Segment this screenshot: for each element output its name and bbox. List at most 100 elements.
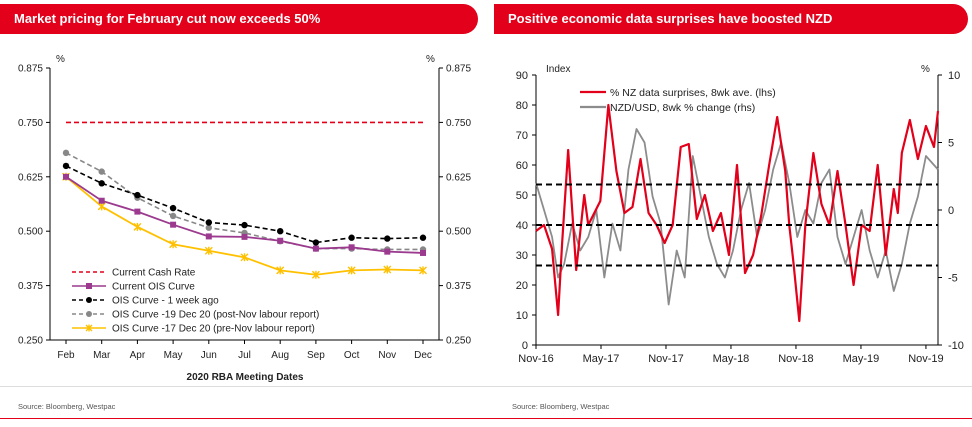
source-note-right: Source: Bloomberg, Westpac xyxy=(512,402,610,411)
x-tick-label: May xyxy=(164,350,183,361)
x-tick-label: Feb xyxy=(57,350,75,361)
x-tick-label: Nov-16 xyxy=(518,353,553,365)
legend-label: Current Cash Rate xyxy=(112,268,196,279)
x-tick-label: Nov xyxy=(378,350,396,361)
series-line-0 xyxy=(535,103,940,323)
data-point xyxy=(169,212,177,220)
data-point xyxy=(98,197,105,204)
data-point xyxy=(312,239,320,246)
x-tick-label: Mar xyxy=(93,350,111,361)
data-point xyxy=(63,173,69,180)
y-tick-label-left: 70 xyxy=(516,130,528,142)
data-point xyxy=(170,221,177,228)
data-point xyxy=(347,266,356,275)
data-point xyxy=(204,246,213,255)
y-tick-label-left: 80 xyxy=(516,100,528,112)
y-tick-label-left: 0.500 xyxy=(18,227,43,238)
chart-left-title: Market pricing for February cut now exce… xyxy=(0,4,478,34)
legend-label: % NZ data surprises, 8wk ave. (lhs) xyxy=(610,87,776,99)
y-tick-label-left: 0.750 xyxy=(18,118,43,129)
data-point xyxy=(62,162,70,170)
data-point xyxy=(312,245,319,252)
data-point xyxy=(98,180,105,187)
x-tick-label: Sep xyxy=(307,350,325,361)
data-point xyxy=(240,253,249,262)
y-tick-label-left: 0.625 xyxy=(18,172,43,183)
x-tick-label: May-19 xyxy=(843,353,880,365)
x-tick-label: May-18 xyxy=(713,353,750,365)
legend-marker xyxy=(86,297,92,303)
data-point xyxy=(419,234,427,241)
x-tick-label: Aug xyxy=(271,350,289,361)
data-point xyxy=(98,168,105,175)
data-point xyxy=(384,235,391,242)
data-point xyxy=(276,266,285,275)
y-tick-label-right: 10 xyxy=(948,70,960,82)
chart-left-plot: 0.250 0.250 0.375 0.375 0.500 0.500 0.625 0.625… xyxy=(18,54,471,383)
data-point xyxy=(419,266,427,275)
data-point xyxy=(205,219,212,226)
legend-label: OIS Curve -19 Dec 20 (post-Nov labour re… xyxy=(112,310,319,321)
legend-label: NZD/USD, 8wk % change (rhs) xyxy=(610,102,755,114)
y-tick-label-left: 30 xyxy=(516,250,528,262)
x-tick-label: Jun xyxy=(201,350,217,361)
data-point xyxy=(384,248,391,255)
data-point xyxy=(241,221,248,229)
data-point xyxy=(205,224,212,231)
y-tick-label-left: 0.250 xyxy=(18,336,43,347)
chart-right-title: Positive economic data surprises have bo… xyxy=(494,4,968,34)
y-tick-label-left: 0 xyxy=(522,340,528,352)
legend-label: OIS Curve -17 Dec 20 (pre-Nov labour rep… xyxy=(112,324,315,335)
data-point xyxy=(383,265,392,274)
legend-marker xyxy=(85,324,93,332)
y-tick-label-left: 40 xyxy=(516,220,528,232)
x-tick-label: May-17 xyxy=(583,353,620,365)
y-tick-label-right: 5 xyxy=(948,138,954,150)
series-line-2 xyxy=(65,165,424,244)
y-tick-label-left: 50 xyxy=(516,190,528,202)
legend-label: OIS Curve - 1 week ago xyxy=(112,296,219,307)
y-tick-label-left: 90 xyxy=(516,70,528,82)
y-tick-label-left: 0.375 xyxy=(18,281,43,292)
y-tick-label-left: 0.875 xyxy=(18,64,43,75)
y-tick-label-right: 0.500 xyxy=(446,227,471,238)
data-point xyxy=(62,149,70,157)
data-point xyxy=(348,234,355,241)
y-tick-label-right: 0 xyxy=(948,205,954,217)
series-line-1 xyxy=(65,176,424,254)
footer-divider xyxy=(0,386,972,387)
x-tick-label: Oct xyxy=(344,350,360,361)
y-axis-unit-left: % xyxy=(56,54,65,65)
x-tick-label: Nov-18 xyxy=(778,353,813,365)
x-tick-label: Jul xyxy=(238,350,251,361)
data-point xyxy=(169,240,178,249)
y-tick-label-right: 0.375 xyxy=(446,281,471,292)
x-tick-label: Nov-19 xyxy=(908,353,943,365)
data-point xyxy=(134,191,141,199)
data-point xyxy=(169,204,177,212)
x-axis-title: 2020 RBA Meeting Dates xyxy=(187,372,304,383)
x-tick-label: Dec xyxy=(414,350,432,361)
y-axis-unit-right: % xyxy=(921,64,930,75)
data-point xyxy=(133,222,142,231)
x-tick-label: Nov-17 xyxy=(648,353,683,365)
y-tick-label-left: 60 xyxy=(516,160,528,172)
legend-marker xyxy=(86,283,92,289)
x-tick-label: Apr xyxy=(130,350,146,361)
data-point xyxy=(311,270,320,279)
y-tick-label-right: 0.875 xyxy=(446,64,471,75)
y-tick-label-left: 20 xyxy=(516,280,528,292)
data-point xyxy=(277,228,284,235)
y-tick-label-left: 10 xyxy=(516,310,528,322)
source-note-left: Source: Bloomberg, Westpac xyxy=(18,402,116,411)
legend-label: Current OIS Curve xyxy=(112,282,195,293)
y-tick-label-right: -5 xyxy=(948,273,958,285)
legend-marker xyxy=(86,311,92,317)
y-tick-label-right: -10 xyxy=(948,340,964,352)
data-point xyxy=(241,233,248,240)
data-point xyxy=(205,233,212,240)
data-point xyxy=(134,208,141,215)
series-line-1 xyxy=(535,128,939,306)
bottom-rule xyxy=(0,418,972,419)
y-axis-title-left: Index xyxy=(546,64,570,75)
